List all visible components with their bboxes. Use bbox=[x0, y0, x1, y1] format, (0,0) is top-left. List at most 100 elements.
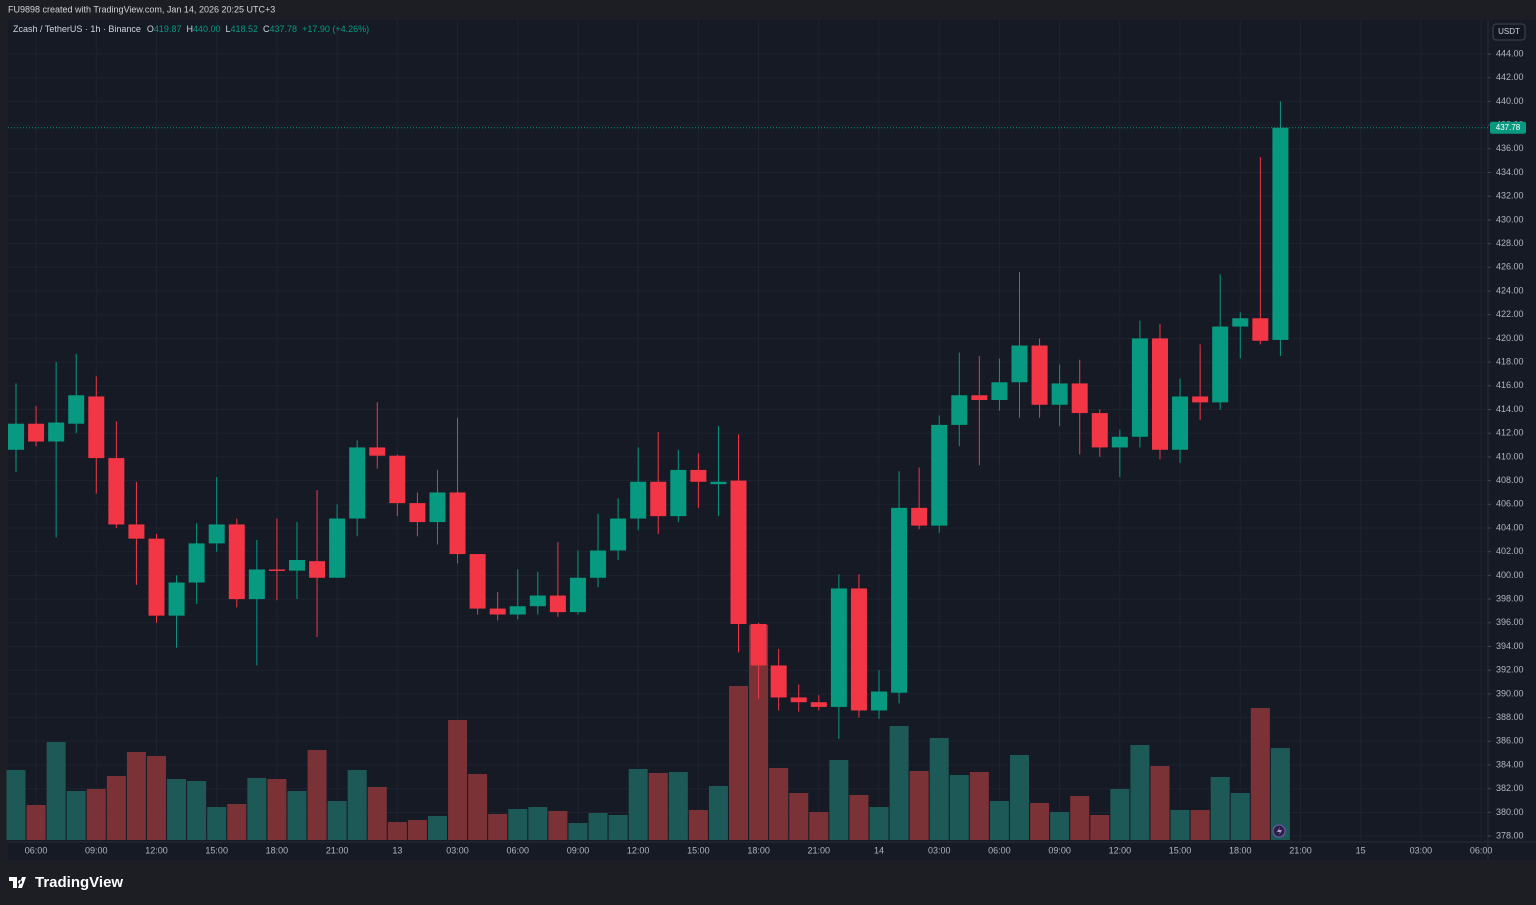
y-tick-label: 388.00 bbox=[1496, 712, 1524, 722]
x-tick-label: 15:00 bbox=[687, 845, 710, 855]
volume-bar bbox=[1110, 789, 1130, 840]
x-tick-label: 03:00 bbox=[1410, 845, 1433, 855]
y-tick-label: 434.00 bbox=[1496, 167, 1524, 177]
x-tick-label: 13 bbox=[392, 845, 402, 855]
x-tick-label: 06:00 bbox=[988, 845, 1011, 855]
candle-body bbox=[309, 561, 326, 578]
candle-body bbox=[650, 481, 667, 517]
candle-body bbox=[188, 543, 205, 583]
candle-layer bbox=[8, 101, 1289, 739]
candle-body bbox=[288, 559, 305, 571]
volume-bar bbox=[528, 807, 548, 840]
x-tick-label: 15:00 bbox=[1169, 845, 1192, 855]
volume-bar bbox=[1030, 803, 1050, 840]
candle-body bbox=[409, 503, 426, 523]
legend-text: O bbox=[147, 24, 154, 34]
legend-text: L bbox=[225, 24, 230, 34]
candle-body bbox=[88, 396, 105, 459]
x-tick-label: 09:00 bbox=[567, 845, 590, 855]
candle-body bbox=[830, 588, 847, 707]
legend-text: 419.87 bbox=[154, 24, 182, 34]
volume-bar bbox=[146, 756, 166, 840]
volume-bar bbox=[106, 776, 126, 840]
y-tick-label: 432.00 bbox=[1496, 191, 1524, 201]
volume-bar bbox=[287, 791, 307, 840]
volume-bar bbox=[187, 781, 207, 840]
candle-body bbox=[248, 569, 265, 600]
x-tick-label: 06:00 bbox=[506, 845, 529, 855]
candle-body bbox=[148, 538, 165, 616]
y-tick-label: 418.00 bbox=[1496, 356, 1524, 366]
volume-bar bbox=[26, 805, 46, 840]
y-tick-label: 386.00 bbox=[1496, 736, 1524, 746]
candle-body bbox=[931, 424, 948, 526]
candle-body bbox=[28, 423, 45, 442]
y-tick-label: 404.00 bbox=[1496, 522, 1524, 532]
candle-body bbox=[790, 697, 807, 703]
logo-mark bbox=[9, 877, 26, 888]
candle-body bbox=[670, 469, 687, 517]
y-tick-label: 390.00 bbox=[1496, 688, 1524, 698]
candle-body bbox=[630, 481, 647, 519]
y-tick-label: 398.00 bbox=[1496, 593, 1524, 603]
candle-body bbox=[48, 422, 65, 442]
volume-bar bbox=[1250, 708, 1270, 840]
candle-body bbox=[1151, 338, 1168, 450]
y-tick-label: 424.00 bbox=[1496, 285, 1524, 295]
candle-body bbox=[569, 577, 586, 613]
candle-body bbox=[1091, 413, 1108, 448]
y-tick-label: 402.00 bbox=[1496, 546, 1524, 556]
currency-box bbox=[1492, 23, 1526, 41]
y-tick-label: 422.00 bbox=[1496, 309, 1524, 319]
volume-bar bbox=[789, 793, 809, 840]
volume-bar bbox=[407, 820, 427, 840]
candle-body bbox=[349, 447, 366, 519]
volume-bar bbox=[1150, 766, 1170, 840]
candle-body bbox=[168, 582, 185, 616]
volume-bar bbox=[1130, 745, 1150, 840]
volume-bar bbox=[628, 769, 648, 840]
volume-bar bbox=[688, 810, 708, 840]
volume-bar bbox=[1210, 777, 1230, 840]
y-tick-label: 400.00 bbox=[1496, 570, 1524, 580]
y-tick-label: 444.00 bbox=[1496, 48, 1524, 58]
candle-body bbox=[1051, 383, 1068, 405]
volume-bar bbox=[307, 750, 327, 840]
y-tick-label: 394.00 bbox=[1496, 641, 1524, 651]
logo: TradingView bbox=[9, 874, 123, 891]
volume-bar bbox=[126, 752, 146, 840]
x-tick-label: 21:00 bbox=[808, 845, 831, 855]
volume-bar bbox=[548, 811, 568, 840]
x-tick-label: 14 bbox=[874, 845, 884, 855]
x-tick-label: 15:00 bbox=[205, 845, 228, 855]
candle-body bbox=[128, 524, 145, 539]
y-tick-label: 406.00 bbox=[1496, 499, 1524, 509]
axes: 378.00 380.00 382.00 384.00 386.00 388.00 390.… bbox=[8, 48, 1526, 855]
candle-body bbox=[710, 481, 727, 485]
candle-body bbox=[228, 524, 245, 600]
currency: USDT bbox=[1498, 27, 1520, 36]
candle-body bbox=[1272, 127, 1289, 340]
candle-body bbox=[810, 702, 827, 707]
candle-body bbox=[951, 395, 968, 425]
y-tick-label: 430.00 bbox=[1496, 214, 1524, 224]
x-tick-label: 21:00 bbox=[326, 845, 349, 855]
x-tick-label: 18:00 bbox=[747, 845, 770, 855]
candle-body bbox=[1131, 338, 1148, 437]
candle-body bbox=[469, 554, 486, 609]
candle-body bbox=[489, 608, 506, 615]
candle-body bbox=[1111, 436, 1128, 448]
legend-text: 440.00 bbox=[193, 24, 221, 34]
volume-bar bbox=[1230, 793, 1250, 840]
candle-body bbox=[690, 469, 707, 482]
y-tick-label: 380.00 bbox=[1496, 807, 1524, 817]
candle-body bbox=[871, 691, 888, 711]
y-tick-label: 414.00 bbox=[1496, 404, 1524, 414]
volume-bar bbox=[749, 625, 769, 840]
y-tick-label: 442.00 bbox=[1496, 72, 1524, 82]
y-tick-label: 416.00 bbox=[1496, 380, 1524, 390]
volume-bar bbox=[6, 770, 26, 840]
candle-body bbox=[8, 423, 24, 450]
event-icon-bolt bbox=[1277, 827, 1282, 835]
